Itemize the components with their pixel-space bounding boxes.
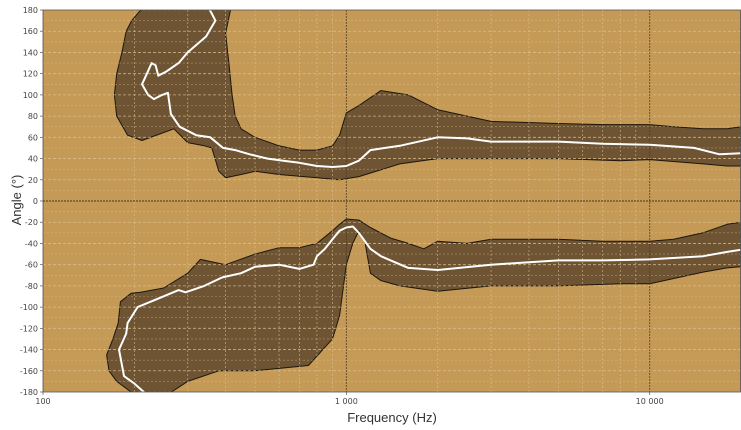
y-tick-label: -100 (20, 303, 38, 312)
y-tick-label: 160 (23, 27, 38, 36)
y-tick-label: 140 (23, 48, 38, 57)
x-tick-label: 1 000 (335, 397, 358, 406)
y-tick-label: 20 (28, 176, 38, 185)
y-tick-labels: -180 -160 -140 -120 -100 -80 -60 -40 -20 0 20 40 60 8… (20, 6, 43, 397)
y-tick-label: -80 (25, 282, 38, 291)
x-tick-labels: 100 1 000 10 000 (35, 392, 664, 406)
minor-gridlines (43, 10, 741, 392)
y-tick-label: -160 (20, 367, 38, 376)
y-tick-label: -20 (25, 218, 38, 227)
y-tick-label: 80 (28, 112, 38, 121)
y-tick-label: 0 (33, 197, 38, 206)
major-gridlines (43, 10, 741, 392)
y-axis-label: Angle (°) (9, 175, 24, 226)
upper-region-center-line (141, 10, 741, 168)
y-tick-label: 120 (23, 70, 38, 79)
x-tick-label: 10 000 (636, 397, 664, 406)
x-axis-label: Frequency (Hz) (347, 410, 437, 425)
y-tick-label: -120 (20, 324, 38, 333)
y-tick-label: -140 (20, 346, 38, 355)
lower-region-center-line (118, 225, 741, 392)
y-tick-label: 60 (28, 133, 38, 142)
y-tick-label: -60 (25, 261, 38, 270)
y-tick-label: 40 (28, 155, 38, 164)
y-tick-label: 100 (23, 91, 38, 100)
y-tick-label: -180 (20, 388, 38, 397)
center-line-layer (118, 10, 741, 392)
x-tick-label: 100 (35, 397, 50, 406)
y-tick-label: 180 (23, 6, 38, 15)
y-tick-label: -40 (25, 239, 38, 248)
